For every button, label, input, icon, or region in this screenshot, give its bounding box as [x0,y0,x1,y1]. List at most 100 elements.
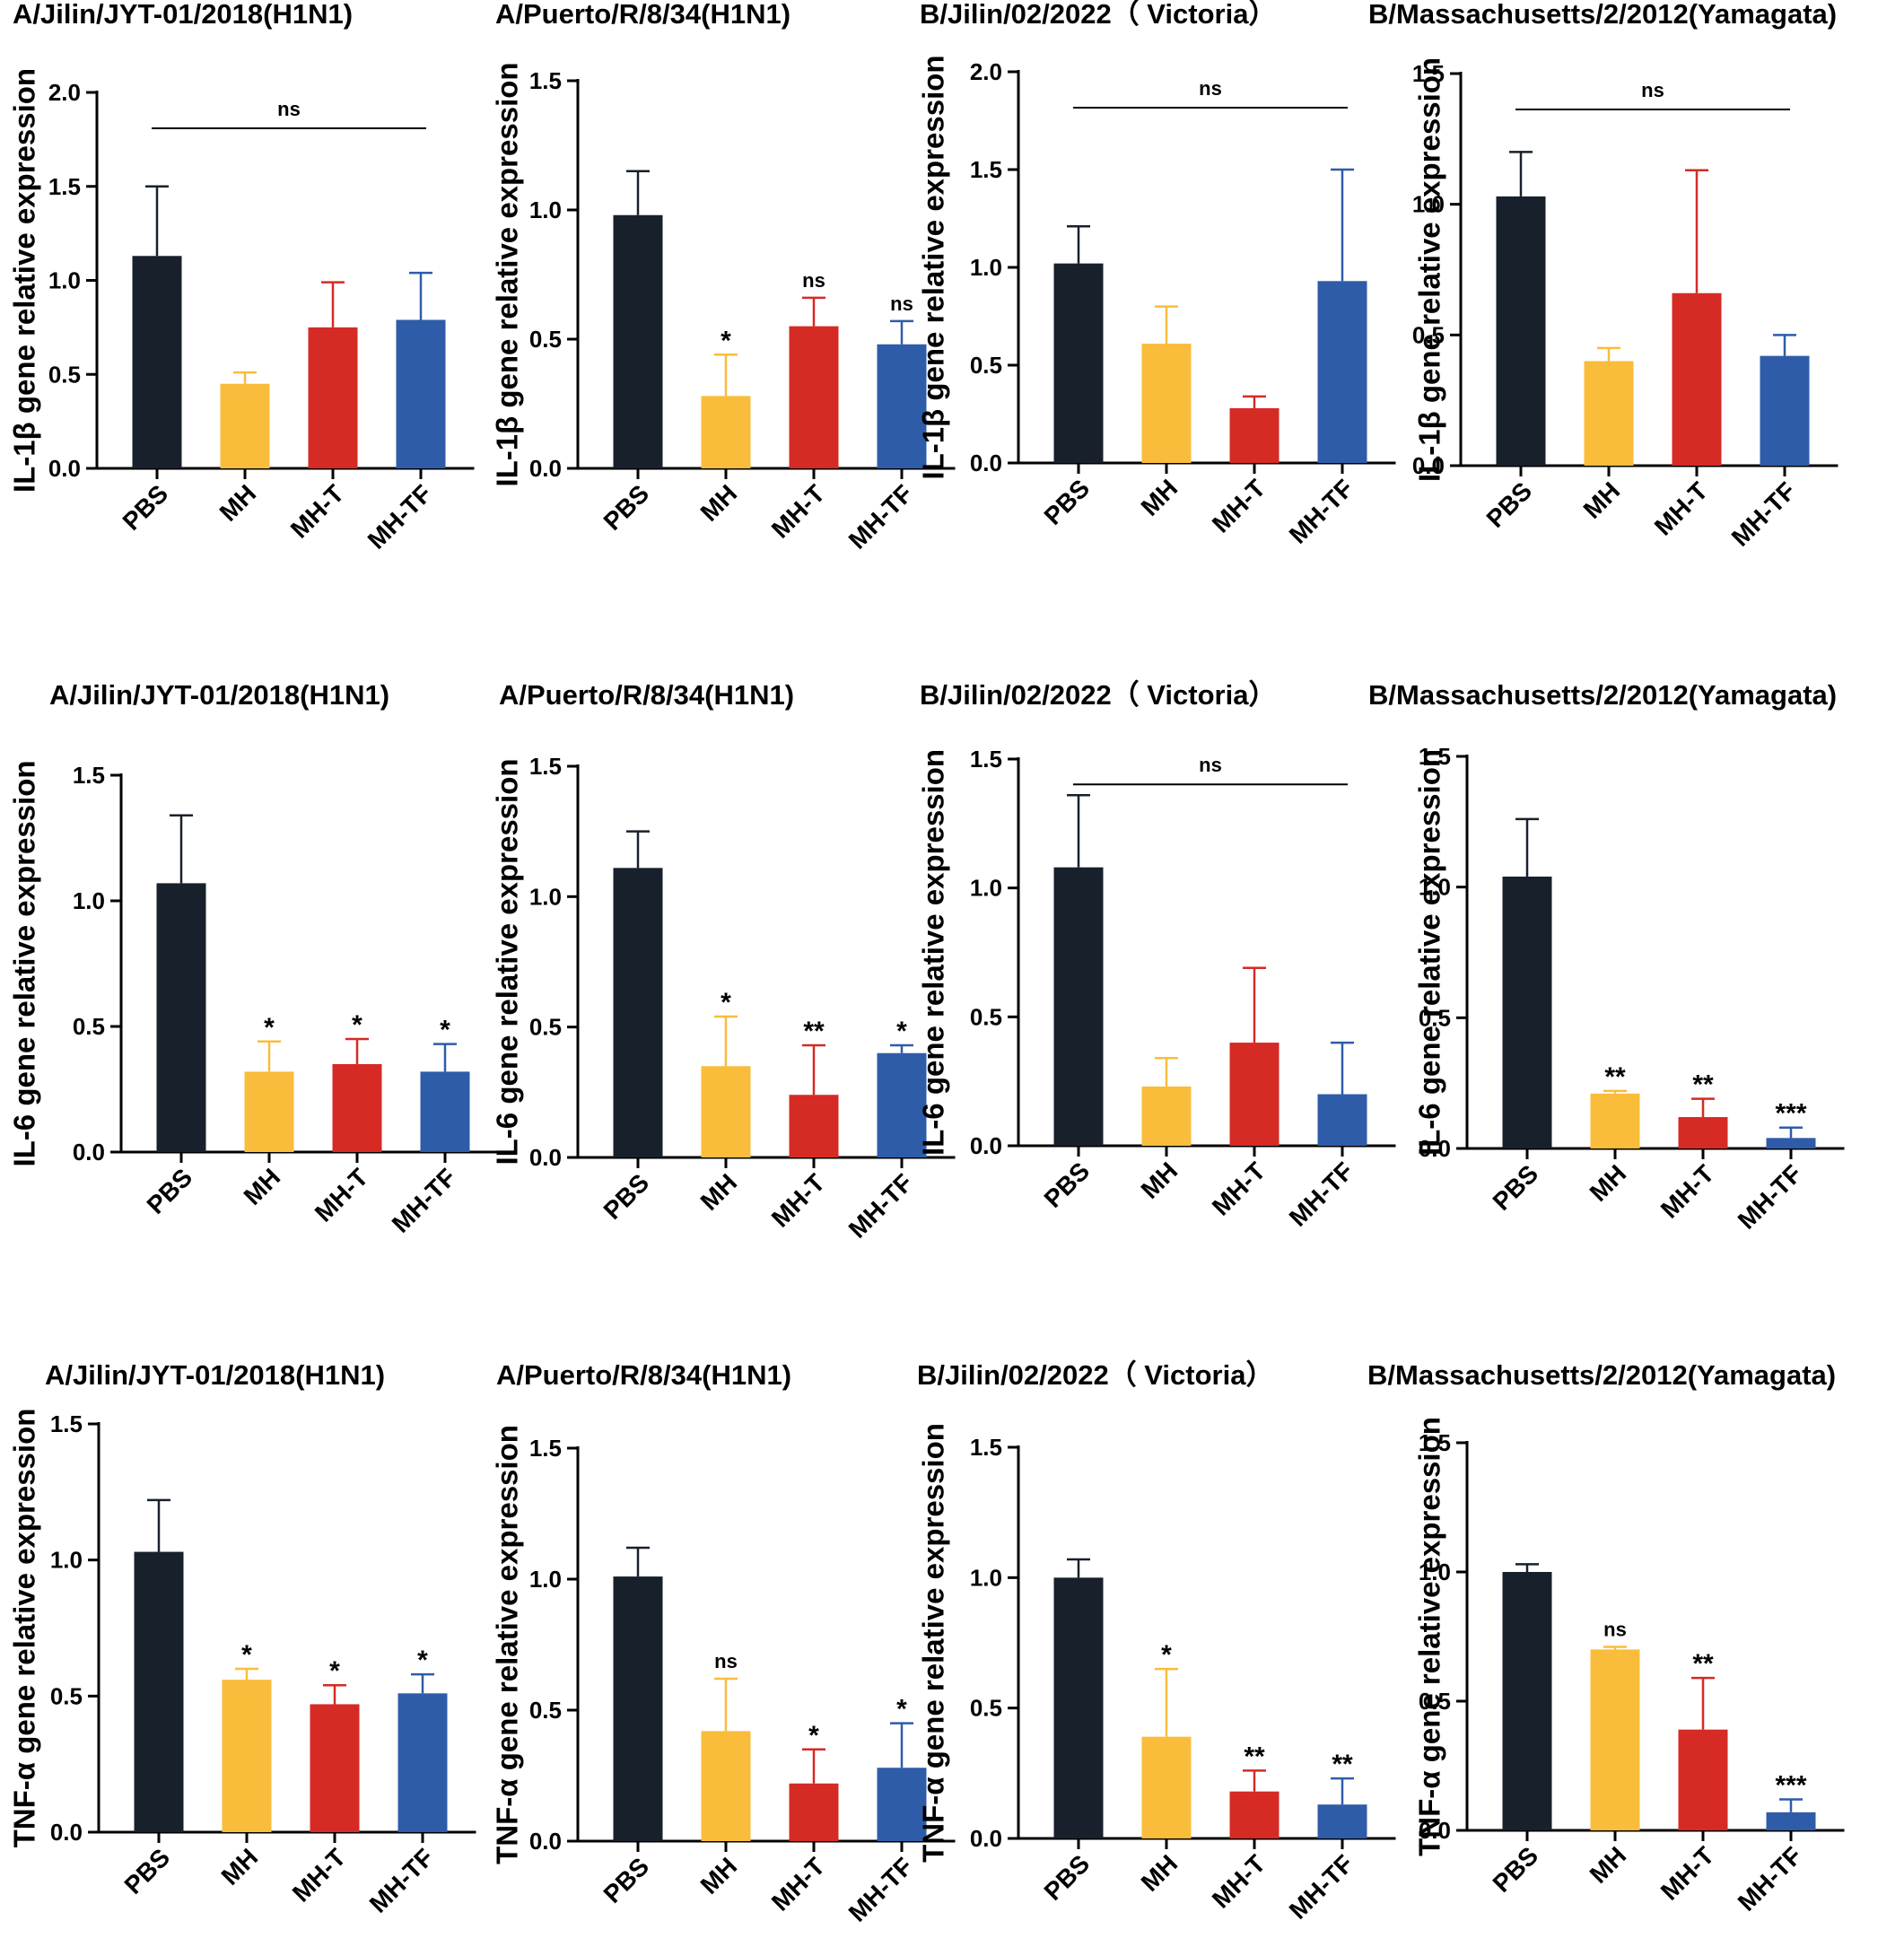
significance-label: * [896,1695,907,1724]
bar-mh [701,1731,751,1841]
significance-label: * [896,1017,907,1046]
bracket-label: ns [277,98,301,120]
significance-label: ns [890,292,913,315]
panel-title: B/Massachusetts/2/2012(Yamagata) [1367,1359,1836,1391]
x-tick-label: MH [214,479,262,527]
bar-mh-t [1229,1043,1280,1146]
bar-mh-t [1678,1117,1728,1148]
y-tick-label: 1.0 [48,267,81,294]
bar-mh-tf [1317,1804,1367,1838]
bar-mh-tf [877,344,927,468]
y-axis-label: TNF-α gene relative expression [491,1425,524,1864]
y-tick-label: 1.5 [529,67,562,94]
significance-label: *** [1775,1099,1806,1129]
y-tick-label: 1.5 [529,1435,562,1462]
x-tick-label: MH-TF [1733,1159,1807,1234]
panel-title: B/Massachusetts/2/2012(Yamagata) [1368,679,1837,711]
bar-mh-tf [877,1768,927,1841]
y-axis-label: IL-1β gene relative expression [917,55,950,479]
panel-1: A/Jilin/JYT-01/2018(H1N1) IL-1β gene rela… [8,0,475,554]
x-tick-label: MH-TF [843,479,918,554]
y-tick-label: 1.0 [970,1564,1002,1591]
bar-mh [1141,344,1192,463]
y-tick-label: 1.5 [970,746,1002,773]
x-tick-label: PBS [1039,1849,1096,1906]
bar-mh [222,1680,272,1832]
bar-mh-t [789,1095,839,1157]
x-tick-label: MH [239,1163,286,1210]
bar-pbs [1053,1577,1104,1838]
panel-8: B/Massachusetts/2/2012(Yamagata) IL-6 gen… [1368,679,1845,1235]
x-tick-label: MH [695,1168,743,1216]
significance-label: ns [714,1650,738,1672]
y-axis-label: IL-6 gene relative expression [8,760,41,1166]
significance-label: * [241,1640,252,1670]
x-tick-label: MH-T [1655,1841,1719,1905]
significance-label: *** [1775,1770,1806,1800]
significance-label: * [721,988,731,1017]
y-tick-label: 0.0 [970,1132,1002,1159]
panel-11: B/Jilin/02/2022（ Victoria） TNF-α gene rel… [917,1359,1396,1925]
bar-mh-t [308,327,358,468]
y-tick-label: 0.5 [50,1682,83,1709]
bar-pbs [613,868,663,1157]
bar-mh-tf [396,319,446,468]
y-tick-label: 1.5 [50,1410,83,1437]
x-tick-label: MH-T [766,1852,830,1916]
y-tick-label: 0.0 [529,1144,562,1171]
y-axis-label: IL-1β gene relative expression [8,68,41,493]
significance-label: ** [1692,1649,1714,1679]
y-tick-label: 2.0 [48,79,81,106]
bar-mh-t [1229,407,1280,463]
bar-pbs [1053,867,1104,1146]
y-tick-label: 1.0 [1419,1558,1451,1585]
y-axis-label: IL-6 gene relative expression [1413,749,1446,1156]
bar-mh-t [332,1064,382,1152]
panel-title: A/Jilin/JYT-01/2018(H1N1) [49,679,389,711]
y-tick-label: 0.0 [1412,452,1445,479]
y-tick-label: 1.5 [970,156,1002,183]
significance-label: * [417,1646,428,1675]
x-tick-label: MH-TF [843,1168,918,1243]
bar-mh-tf [1317,281,1367,463]
y-axis-label: IL-1β gene relative expression [491,62,524,486]
y-tick-label: 0.0 [1419,1817,1451,1844]
x-tick-label: MH-TF [362,479,437,554]
panel-4: B/Massachusetts/2/2012(Yamagata) IL-1β ge… [1368,0,1838,552]
significance-label: * [264,1013,275,1043]
significance-label: * [329,1656,340,1686]
y-tick-label: 0.0 [529,455,562,482]
bar-pbs [1502,877,1552,1148]
panel-title: A/Jilin/JYT-01/2018(H1N1) [13,0,353,30]
panel-6: A/Puerto/R/8/34(H1N1) IL-6 gene relative … [491,679,956,1244]
significance-label: ** [1604,1062,1626,1092]
x-tick-label: MH-TF [1733,1841,1807,1916]
x-tick-label: PBS [1039,474,1096,530]
x-tick-label: MH-T [285,479,349,543]
y-tick-label: 1.0 [50,1547,83,1574]
bar-mh-t [789,1783,839,1841]
x-tick-label: PBS [1481,476,1538,533]
x-tick-label: MH [1136,474,1183,521]
bar-pbs [134,1551,184,1832]
bar-mh-tf [1766,1812,1816,1830]
x-tick-label: MH [1136,1157,1183,1204]
y-tick-label: 1.5 [970,1434,1002,1461]
x-tick-label: MH [695,1852,743,1899]
x-tick-label: MH [1578,476,1626,524]
x-tick-label: PBS [598,479,655,536]
y-tick-label: 0.0 [48,455,81,482]
bracket-label: ns [1199,77,1222,100]
y-axis-label: IL-1β gene relative expression [1413,57,1446,482]
bar-mh-tf [1766,1138,1816,1148]
y-tick-label: 1.5 [529,753,562,780]
y-tick-label: 0.5 [1419,1004,1451,1031]
y-tick-label: 2.0 [970,58,1002,85]
x-tick-label: MH-T [1649,476,1713,540]
y-tick-label: 0.5 [529,1014,562,1041]
x-tick-label: MH-TF [1284,1157,1358,1231]
y-tick-label: 0.5 [1412,321,1445,348]
x-tick-label: MH-T [287,1843,351,1907]
bar-pbs [1053,263,1104,463]
